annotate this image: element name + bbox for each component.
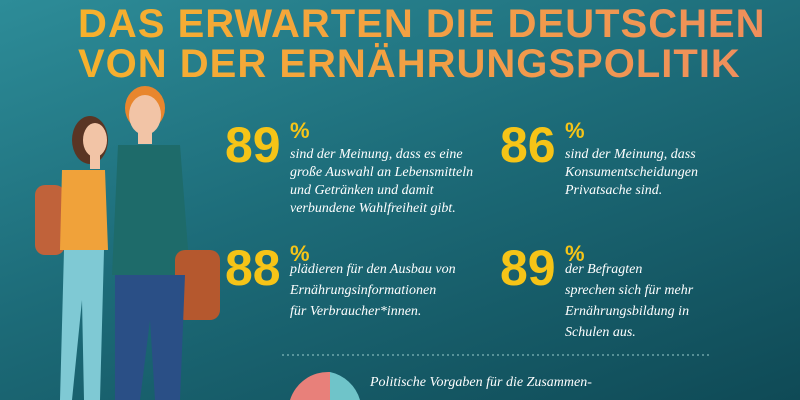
pie-fragment — [290, 371, 330, 400]
stat-unit: % — [290, 241, 310, 266]
stat-text: verbundene Wahlfreiheit gibt. — [290, 201, 456, 216]
stat-unit: % — [565, 118, 585, 143]
stat-number: 89 — [225, 117, 281, 173]
stat-text: Ernährungsbildung in — [565, 304, 690, 319]
title-line: DAS ERWARTEN DIE DEUTSCHEN — [78, 2, 766, 46]
stat-unit: % — [290, 118, 310, 143]
stat-text: für Verbraucher*innen. — [290, 304, 422, 319]
stat-text: sind der Meinung, dass — [565, 147, 696, 162]
stat-text: Konsumentscheidungen — [565, 165, 698, 180]
stat-number: 89 — [500, 240, 556, 296]
stat-number: 86 — [500, 117, 556, 173]
footer-text: Politische Vorgaben für die Zusammen- — [370, 375, 592, 390]
stat-text: Schulen aus. — [565, 325, 636, 340]
woman — [35, 116, 108, 400]
stat-text: Privatsache sind. — [565, 183, 663, 198]
stat-unit: % — [565, 241, 585, 266]
stat-text: Ernährungsinformationen — [290, 283, 437, 298]
stat-text: große Auswahl an Lebensmitteln — [290, 165, 474, 180]
stat-text: sprechen sich für mehr — [565, 283, 694, 298]
stat-text: plädieren für den Ausbau von — [290, 262, 456, 277]
stat-text: der Befragten — [565, 262, 643, 277]
stat-number: 88 — [225, 240, 281, 296]
man — [112, 86, 220, 400]
stat-text: und Getränken und damit — [290, 183, 434, 198]
pie-fragment — [330, 372, 360, 400]
title-line: VON DER ERNÄHRUNGSPOLITIK — [78, 42, 741, 86]
stat-text: sind der Meinung, dass es eine — [290, 147, 463, 162]
